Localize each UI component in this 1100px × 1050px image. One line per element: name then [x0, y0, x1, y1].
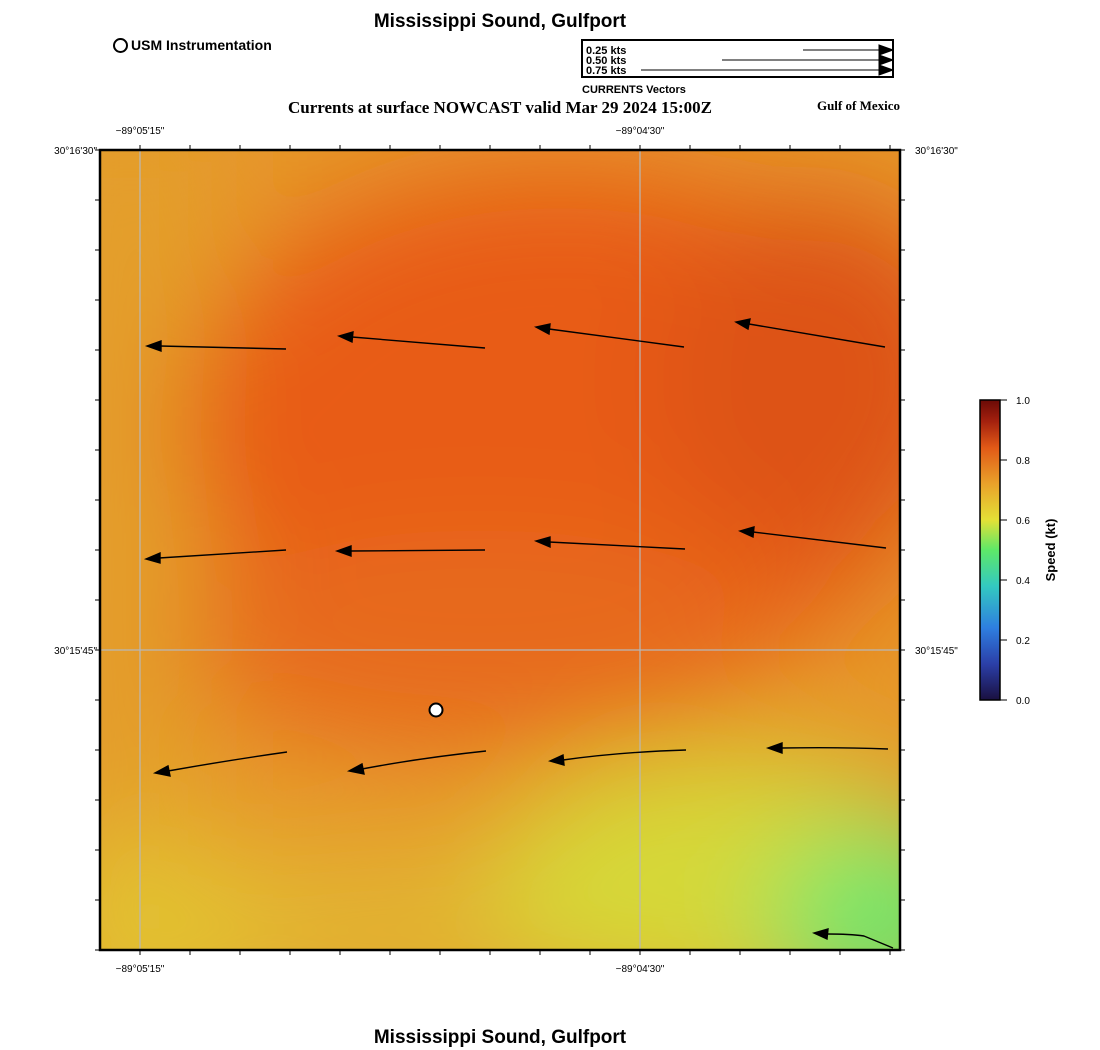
arrow-icon — [334, 545, 352, 557]
arrow-icon — [533, 323, 551, 336]
colorbar-tick-label: 0.0 — [1016, 696, 1030, 707]
lat-label: 30°16'30" — [54, 146, 97, 157]
arrow-icon — [878, 64, 894, 76]
colorbar-tick-label: 1.0 — [1016, 396, 1030, 407]
map-footer-title: Mississippi Sound, Gulfport — [373, 1027, 627, 1048]
current-vector — [562, 749, 687, 761]
arrow-icon — [737, 526, 755, 539]
current-vector — [780, 746, 889, 750]
lat-label: 30°16'30" — [915, 146, 958, 157]
colorbar-tick-label: 0.4 — [1016, 576, 1030, 587]
usm-station-marker[interactable] — [428, 702, 444, 718]
current-vector — [752, 531, 887, 549]
arrow-icon — [152, 764, 171, 777]
map-title: Mississippi Sound, Gulfport — [373, 11, 627, 32]
lon-label: −89°04'30" — [616, 126, 665, 137]
current-vectors — [143, 318, 894, 949]
current-vector — [826, 933, 894, 949]
colorbar-ramp — [979, 399, 1001, 701]
arrow-icon — [143, 551, 161, 564]
vector-scale-legend: 0.25 kts 0.50 kts 0.75 kts — [581, 39, 894, 78]
arrow-icon — [811, 928, 829, 941]
arrow-icon — [533, 536, 551, 549]
vector-scale-label: 0.25 kts — [586, 45, 627, 57]
lat-label: 30°15'45" — [915, 646, 958, 657]
current-vector — [548, 328, 685, 348]
colorbar-tick-label: 0.8 — [1016, 456, 1030, 467]
region-label: Gulf of Mexico — [816, 98, 900, 113]
speed-field — [100, 150, 900, 950]
axis-labels: −89°05'15" −89°04'30" −89°05'15" −89°04'… — [54, 126, 958, 975]
lat-label: 30°15'45" — [54, 646, 97, 657]
arrow-icon — [336, 331, 354, 344]
frame-ticks — [95, 145, 905, 955]
arrow-icon — [144, 340, 162, 352]
current-vector — [159, 345, 287, 350]
vector-scale-label: 0.75 kts — [586, 65, 627, 77]
colorbar-ticks: 0.0 0.2 0.4 0.6 0.8 1.0 — [1000, 396, 1030, 707]
lon-label: −89°05'15" — [116, 126, 165, 137]
arrow-icon — [878, 44, 894, 56]
map-subtitle: Currents at surface NOWCAST valid Mar 29… — [287, 98, 713, 117]
arrow-icon — [734, 318, 751, 331]
current-vector — [548, 541, 686, 550]
arrow-icon — [547, 753, 565, 766]
current-vector — [349, 549, 486, 552]
station-legend: USM Instrumentation — [113, 37, 272, 53]
current-vector — [748, 323, 886, 348]
colorbar-tick-label: 0.6 — [1016, 516, 1030, 527]
current-vector — [158, 549, 287, 559]
vector-caption: CURRENTS Vectors — [582, 84, 686, 96]
colorbar-title: Speed (kt) — [1043, 519, 1058, 582]
vector-scale-arrows — [641, 44, 894, 76]
station-marker-icon — [113, 37, 128, 53]
graticule — [100, 150, 900, 950]
current-vector — [167, 751, 288, 772]
station-legend-label: USM Instrumentation — [131, 37, 272, 53]
vector-scale-label: 0.50 kts — [586, 55, 627, 67]
lon-label: −89°04'30" — [616, 964, 665, 975]
speed-colorbar: 0.0 0.2 0.4 0.6 0.8 1.0 Speed (kt) — [979, 396, 1058, 707]
arrow-icon — [346, 762, 365, 775]
arrow-icon — [765, 742, 783, 754]
colorbar-tick-label: 0.2 — [1016, 636, 1030, 647]
arrow-icon — [878, 54, 894, 66]
lon-label: −89°05'15" — [116, 964, 165, 975]
current-vector — [361, 750, 487, 770]
current-vector — [351, 336, 486, 349]
